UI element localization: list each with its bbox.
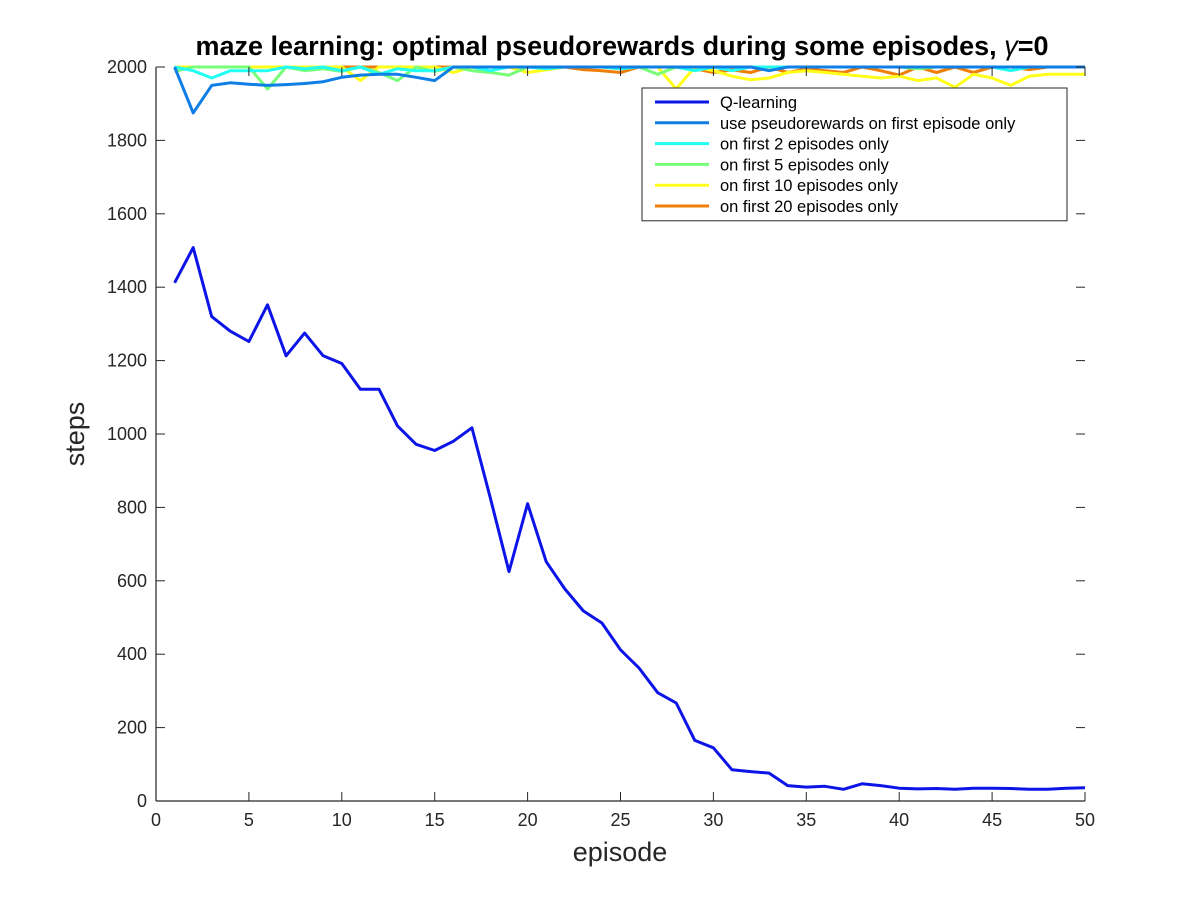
legend: Q-learning use pseudorewards on first epi… bbox=[641, 87, 1068, 222]
y-tick-label: 1600 bbox=[107, 204, 147, 224]
x-tick-label: 40 bbox=[889, 810, 909, 830]
chart-title-main: maze learning: optimal pseudorewards dur… bbox=[196, 31, 1005, 61]
x-tick-label: 10 bbox=[332, 810, 352, 830]
chart-title-symbol: γ bbox=[1004, 31, 1019, 61]
y-tick-label: 400 bbox=[117, 644, 147, 664]
y-tick-label: 200 bbox=[117, 718, 147, 738]
legend-label: use pseudorewards on first episode only bbox=[720, 115, 1016, 133]
y-tick-label: 1400 bbox=[107, 277, 147, 297]
chart-title: maze learning: optimal pseudorewards dur… bbox=[196, 31, 1049, 61]
x-tick-label: 35 bbox=[796, 810, 816, 830]
legend-label: Q-learning bbox=[720, 94, 797, 112]
y-tick-label: 1800 bbox=[107, 130, 147, 150]
axes: 0 5 10 15 20 25 30 35 40 45 50 0 200 400 600 800 1000 120… bbox=[107, 57, 1095, 830]
series-line-4 bbox=[173, 65, 1085, 115]
x-tick-label: 5 bbox=[244, 810, 254, 830]
series-line-5 bbox=[173, 246, 1085, 791]
x-tick-label: 15 bbox=[425, 810, 445, 830]
x-tick-label: 45 bbox=[982, 810, 1002, 830]
legend-label: on first 20 episodes only bbox=[720, 198, 899, 216]
x-tick-label: 25 bbox=[610, 810, 630, 830]
legend-label: on first 5 episodes only bbox=[720, 156, 890, 174]
y-tick-label: 2000 bbox=[107, 57, 147, 77]
y-tick-label: 800 bbox=[117, 497, 147, 517]
y-tick-label: 1200 bbox=[107, 351, 147, 371]
x-tick-label: 50 bbox=[1075, 810, 1095, 830]
x-axis-label: episode bbox=[573, 837, 668, 867]
legend-box bbox=[641, 87, 1068, 222]
y-axis-label: steps bbox=[60, 402, 90, 467]
x-tick-label: 20 bbox=[518, 810, 538, 830]
plot-area bbox=[173, 65, 1085, 791]
y-tick-label: 0 bbox=[137, 791, 147, 811]
legend-label: on first 10 episodes only bbox=[720, 177, 899, 195]
x-tick-label: 30 bbox=[703, 810, 723, 830]
legend-label: on first 2 episodes only bbox=[720, 136, 890, 154]
x-tick-label: 0 bbox=[151, 810, 161, 830]
series-lines bbox=[173, 65, 1085, 791]
chart-title-suffix: =0 bbox=[1018, 31, 1049, 61]
y-tick-label: 600 bbox=[117, 571, 147, 591]
y-tick-label: 1000 bbox=[107, 424, 147, 444]
